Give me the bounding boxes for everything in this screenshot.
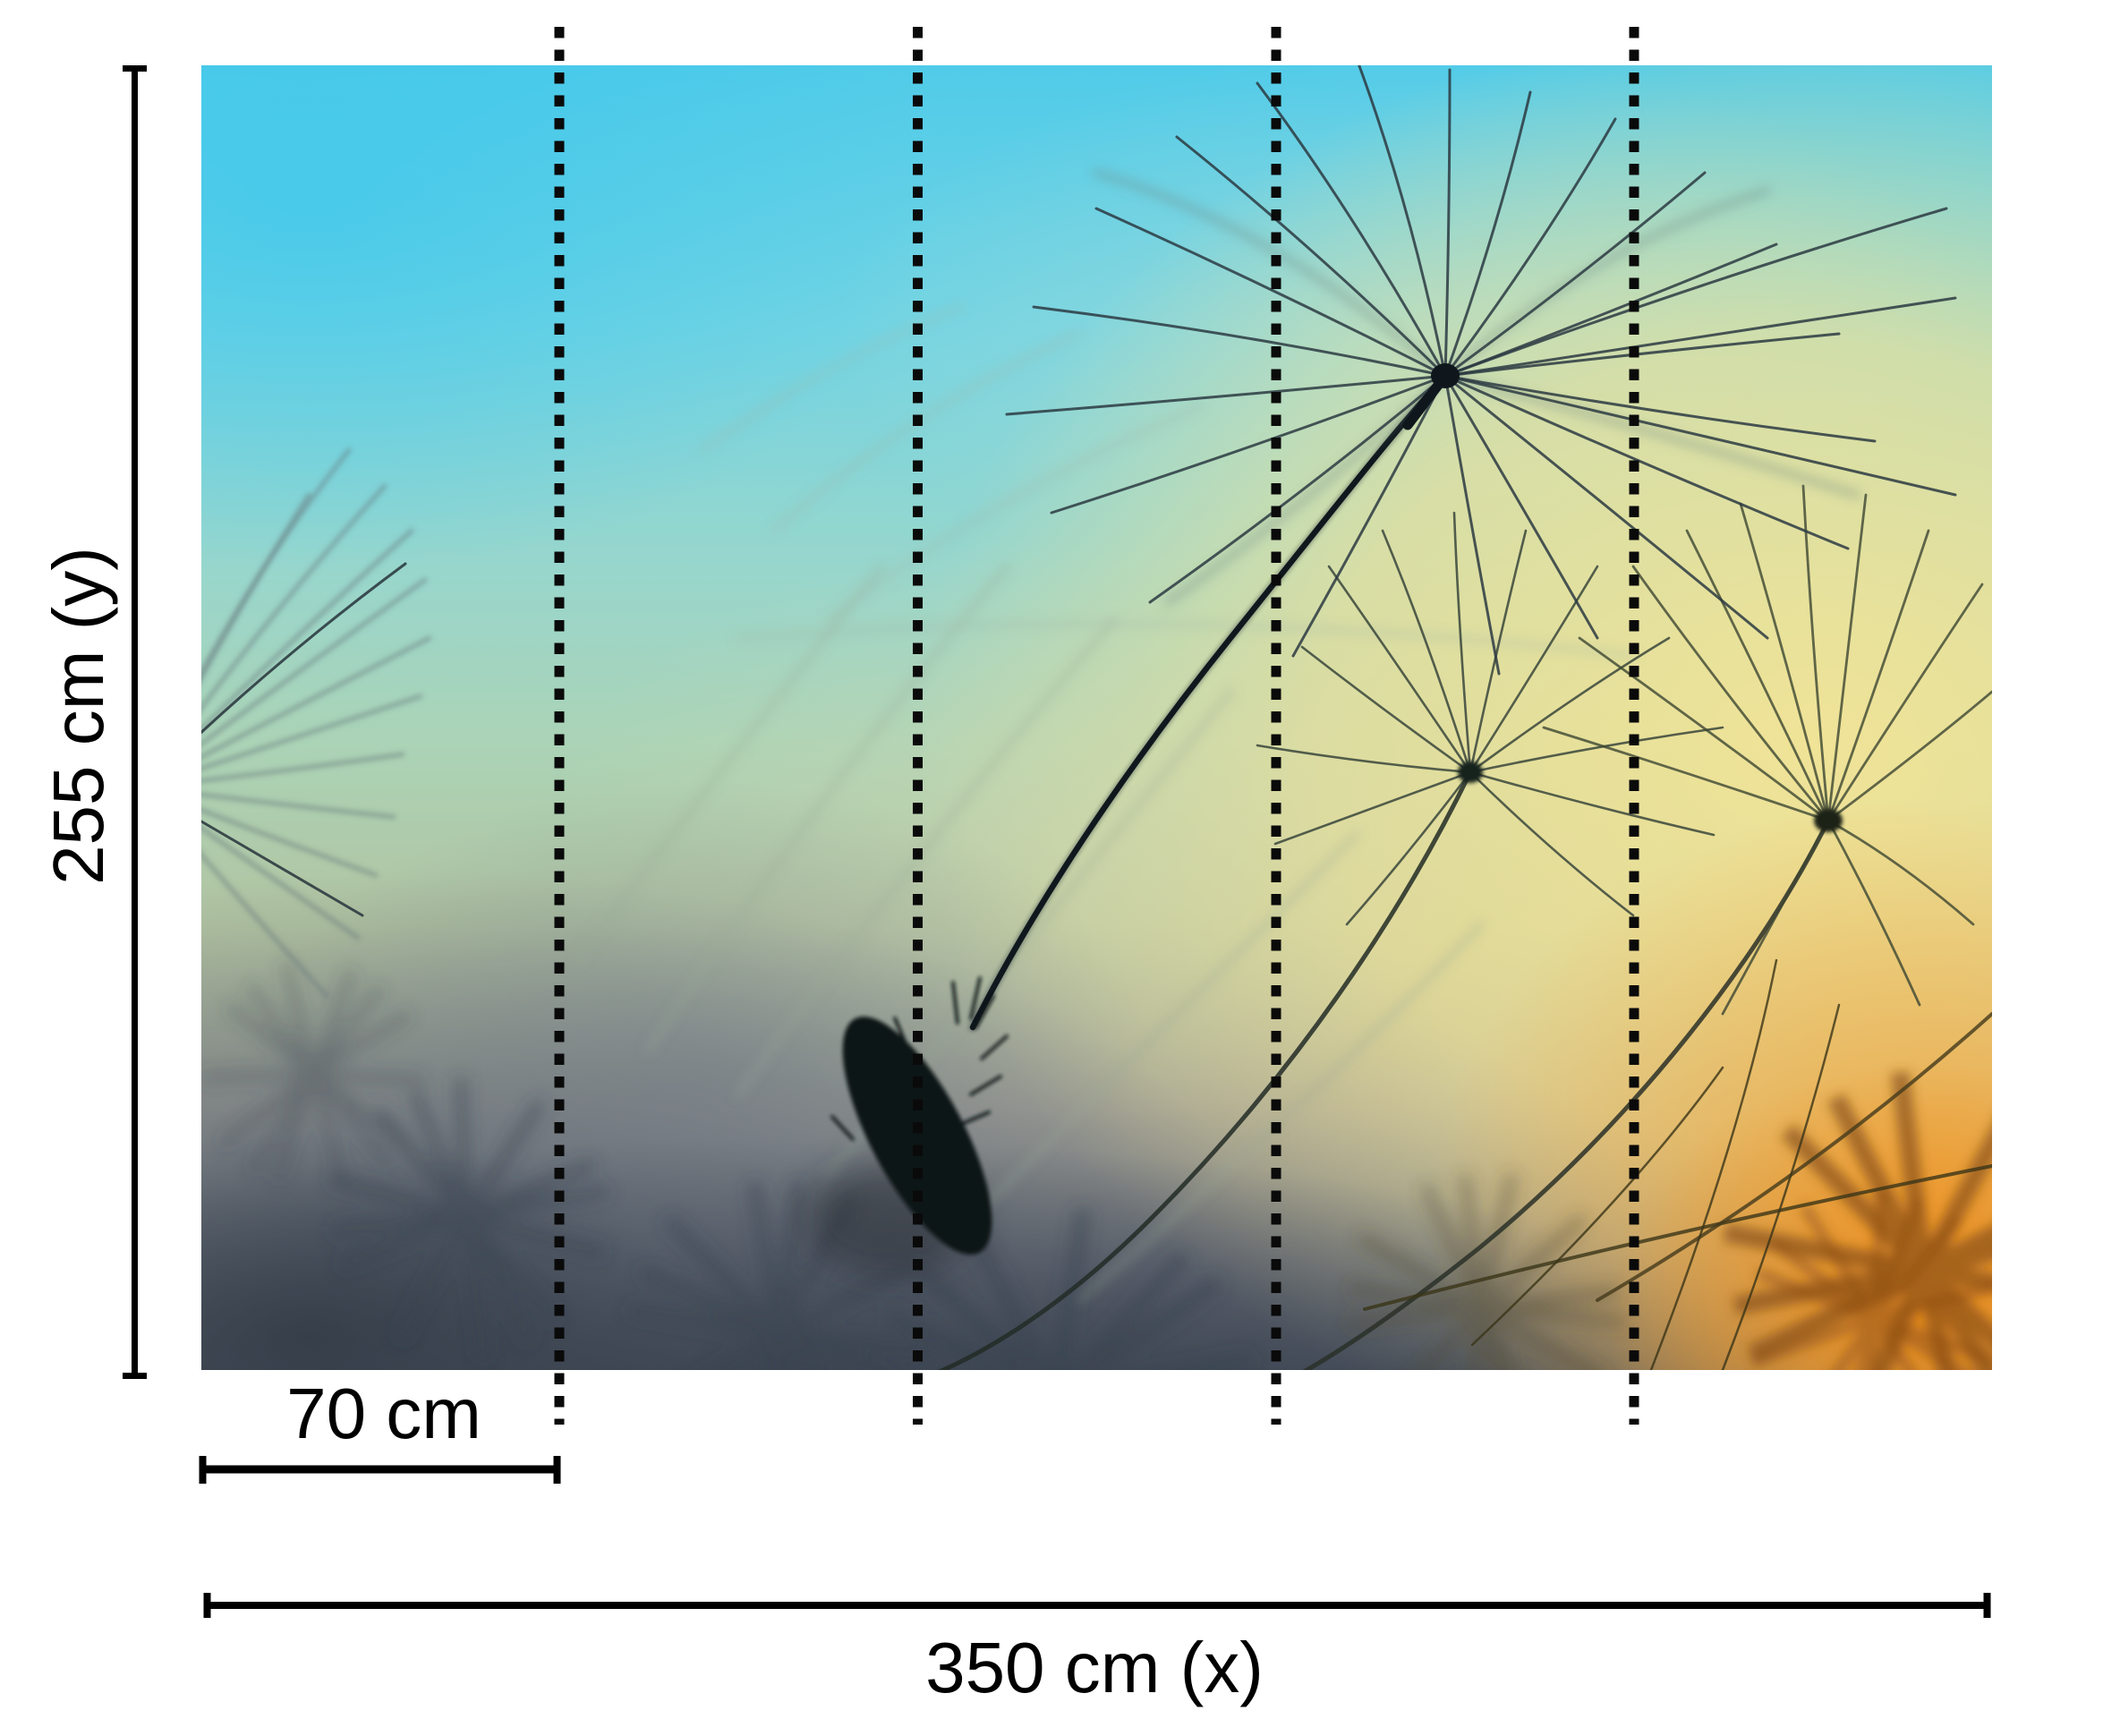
seed-head-center-right [937, 511, 1724, 1370]
height-label: 255 cm (y) [38, 547, 118, 885]
sky-gradient [201, 65, 1992, 1370]
mural-photo [201, 65, 1992, 1370]
panel-width-label: 70 cm [286, 1374, 481, 1453]
crossing-filaments [1363, 958, 1992, 1370]
seed-head-left [201, 447, 432, 999]
total-width-measure-line [203, 1593, 1991, 1618]
panel-width-measure-line [199, 1456, 561, 1484]
height-measure-line [123, 65, 147, 1379]
seed-stalk [968, 371, 1450, 1032]
seed-pappus [1005, 65, 1957, 676]
total-width-label: 350 cm (x) [925, 1628, 1264, 1707]
seed-head-right [1302, 484, 1992, 1370]
